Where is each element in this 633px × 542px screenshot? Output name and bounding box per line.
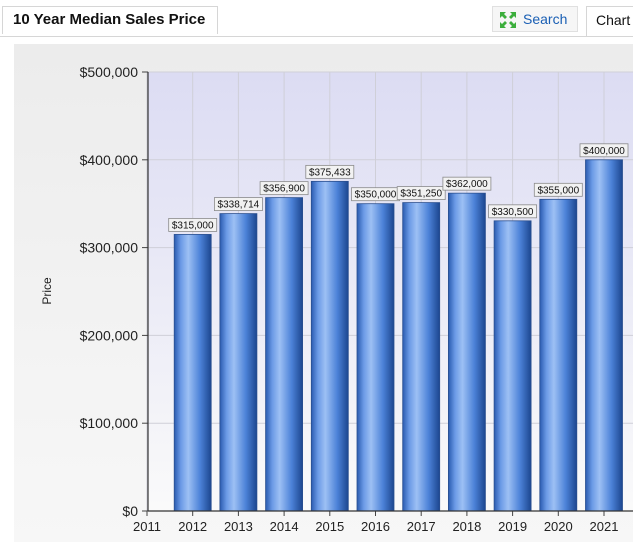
x-tick-label: 2015	[315, 519, 344, 534]
data-label-box	[533, 182, 583, 197]
data-label-box	[213, 197, 263, 212]
tab-bar: 10 Year Median Sales Price Search Chart	[0, 0, 633, 37]
data-label: $330,500	[492, 207, 534, 218]
data-label-box	[305, 164, 355, 179]
bar	[356, 203, 395, 512]
bar	[585, 159, 623, 512]
x-tick-label: 2014	[270, 519, 299, 534]
bar	[173, 234, 212, 512]
search-button[interactable]: Search	[492, 6, 578, 32]
axes-group: $0 $100,000 $200,000 $300,000 $400,000 $500,0…	[80, 64, 633, 534]
search-label: Search	[523, 11, 568, 27]
y-tick-label: $100,000	[80, 415, 139, 431]
bar	[493, 220, 532, 512]
data-label: $315,000	[172, 220, 214, 231]
bar	[402, 202, 441, 512]
data-label: $350,000	[355, 190, 397, 201]
bar	[539, 198, 578, 512]
data-label-box	[579, 143, 629, 158]
y-tick-label: $200,000	[80, 327, 139, 343]
data-label: $356,900	[263, 184, 305, 195]
data-label-box	[396, 186, 446, 201]
bar	[447, 192, 486, 512]
data-label: $351,250	[400, 189, 442, 200]
x-tick-label: 2019	[498, 519, 527, 534]
y-tick-label: $0	[122, 503, 138, 519]
data-label: $362,000	[446, 179, 488, 190]
data-label: $400,000	[583, 146, 625, 157]
data-labels-group: $315,000 $338,714$356,900 $375,433 $350,000…	[168, 143, 629, 232]
x-tick-label: 2011	[133, 519, 161, 534]
bars-group	[173, 159, 623, 512]
chart-title-tab: 10 Year Median Sales Price	[2, 6, 219, 34]
x-tick-label: 2017	[407, 519, 436, 534]
bar	[265, 197, 304, 512]
x-tick-label: 2020	[544, 519, 573, 534]
data-label: $338,714	[218, 200, 260, 211]
data-label-box	[488, 204, 538, 219]
y-tick-label: $500,000	[80, 64, 139, 80]
data-label-box	[442, 176, 492, 191]
bar	[310, 180, 349, 512]
y-axis-label: Price	[40, 277, 54, 305]
data-label-box	[168, 218, 218, 232]
x-tick-label: 2018	[452, 519, 481, 534]
bar	[219, 213, 258, 512]
expand-arrows-icon	[500, 12, 516, 28]
data-label: $355,000	[537, 185, 579, 196]
y-tick-label: $300,000	[80, 240, 139, 256]
x-tick-label: 2013	[224, 519, 253, 534]
y-tick-label: $400,000	[80, 152, 139, 168]
data-label-box	[259, 181, 309, 196]
x-tick-label: 2012	[178, 519, 207, 534]
tab-chart[interactable]: Chart	[586, 6, 633, 36]
x-tick-label: 2021	[590, 519, 619, 534]
x-tick-label: 2016	[361, 519, 390, 534]
data-label: $375,433	[309, 167, 351, 178]
